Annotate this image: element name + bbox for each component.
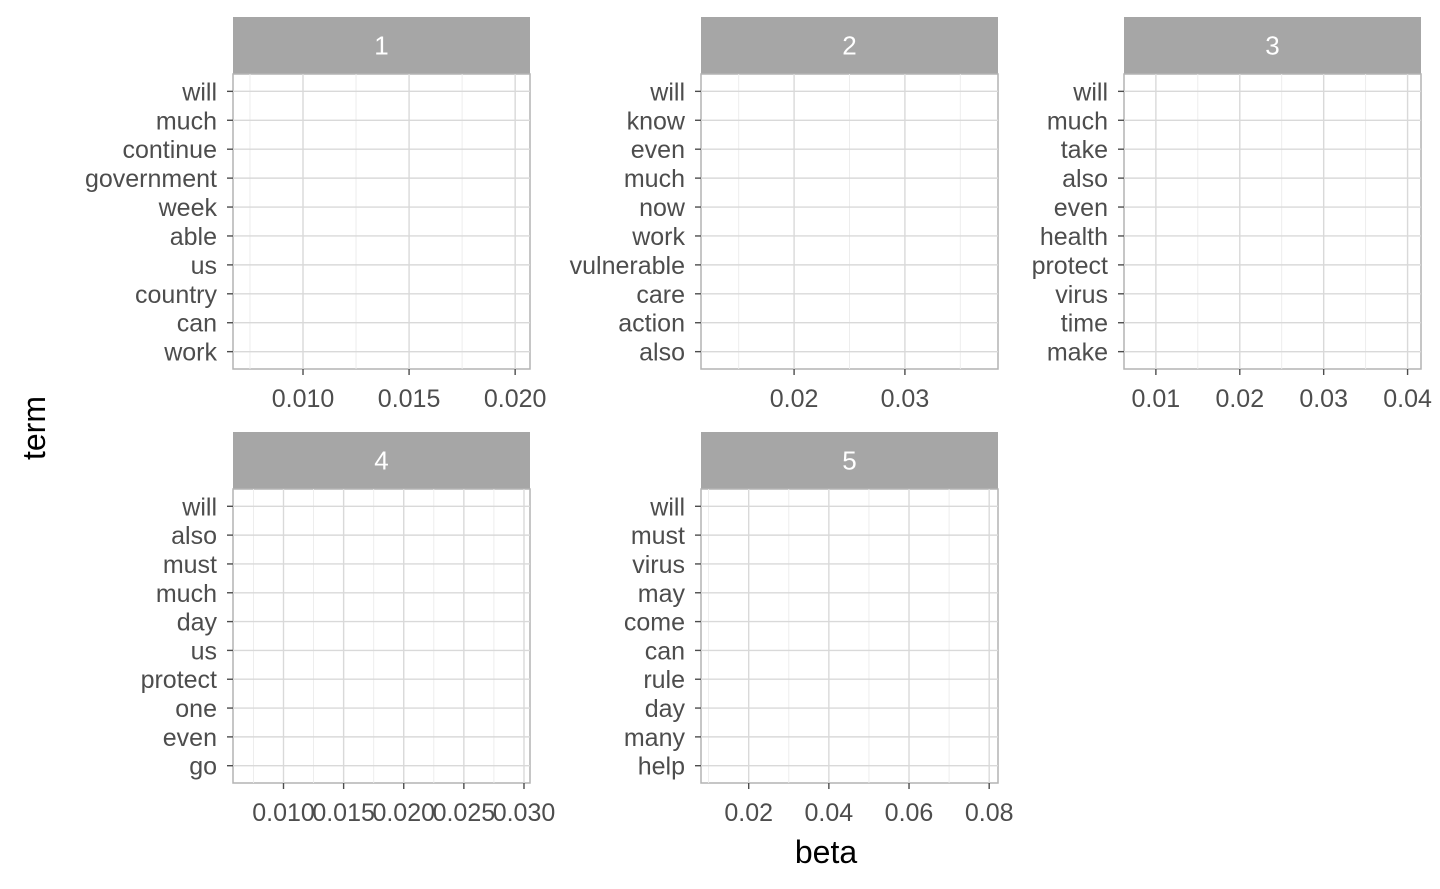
term-label: must: [631, 522, 685, 550]
term-label: much: [1047, 107, 1108, 135]
facet-strip-label: 3: [1265, 31, 1279, 61]
x-tick-label: 0.010: [272, 385, 335, 413]
panel-background: [1123, 73, 1422, 370]
facet-strip: [1124, 17, 1421, 74]
term-label: may: [638, 580, 686, 608]
term-label: must: [163, 551, 217, 579]
term-label: country: [135, 281, 217, 309]
term-label: protect: [141, 666, 217, 694]
term-label: virus: [632, 551, 685, 579]
facet-strip: [233, 17, 530, 74]
x-tick-label: 0.030: [493, 799, 556, 827]
x-tick-label: 0.03: [881, 385, 930, 413]
term-label: much: [156, 580, 217, 608]
term-label: also: [639, 339, 685, 367]
x-tick-label: 0.08: [965, 799, 1014, 827]
facet-strip-label: 4: [374, 446, 388, 476]
x-axis-title: beta: [795, 834, 857, 870]
term-label: will: [1072, 78, 1108, 106]
x-tick-label: 0.015: [378, 385, 441, 413]
term-label: even: [1054, 194, 1108, 222]
x-tick-label: 0.04: [1383, 385, 1432, 413]
panel-background: [232, 73, 531, 370]
y-axis-title: term: [16, 396, 52, 460]
facet-strip-label: 2: [842, 31, 856, 61]
term-label: us: [191, 252, 217, 280]
x-tick-label: 0.04: [805, 799, 854, 827]
x-tick-label: 0.025: [433, 799, 496, 827]
term-label: make: [1047, 339, 1108, 367]
term-label: care: [636, 281, 685, 309]
term-label: will: [181, 493, 217, 521]
x-tick-label: 0.020: [484, 385, 547, 413]
facet-panel-2: 2 0.02 0.03 willknowevenmuchnowworkvulnerab…: [570, 17, 999, 413]
facet-strip: [701, 432, 998, 489]
term-label: virus: [1055, 281, 1108, 309]
term-label: protect: [1032, 252, 1108, 280]
term-label: know: [627, 107, 686, 135]
term-label: time: [1061, 310, 1108, 338]
term-label: will: [649, 78, 685, 106]
term-label: come: [624, 609, 685, 637]
x-tick-label: 0.02: [770, 385, 819, 413]
term-label: work: [163, 339, 217, 367]
term-label: us: [191, 637, 217, 665]
facet-strip-label: 1: [374, 31, 388, 61]
term-label: even: [163, 724, 217, 752]
x-tick-label: 0.015: [312, 799, 375, 827]
term-label: much: [624, 165, 685, 193]
facet-panel-1: 1 0.010 0.015 0.020 willmuchcontinuegovernme…: [85, 17, 546, 413]
x-tick-label: 0.010: [252, 799, 315, 827]
x-tick-label: 0.020: [372, 799, 435, 827]
x-tick-label: 0.06: [885, 799, 934, 827]
x-tick-label: 0.02: [724, 799, 773, 827]
term-label: day: [177, 609, 218, 637]
x-tick-label: 0.01: [1132, 385, 1181, 413]
facet-strip: [701, 17, 998, 74]
term-label: rule: [643, 666, 685, 694]
term-label: help: [638, 753, 685, 781]
term-label: vulnerable: [570, 252, 685, 280]
term-label: action: [618, 310, 685, 338]
term-label: take: [1061, 136, 1108, 164]
term-label: also: [171, 522, 217, 550]
term-label: much: [156, 107, 217, 135]
term-label: go: [189, 753, 217, 781]
facet-panel-3: 3 0.01 0.02 0.03 0.04 willmuchtakealsoevenhea…: [1032, 17, 1432, 413]
facet-panels: 10.010 0.015 0.020willmuchcontinuegovernme…: [85, 17, 1432, 827]
term-label: will: [649, 493, 685, 521]
term-label: will: [181, 78, 217, 106]
term-label: week: [158, 194, 218, 222]
term-label: can: [645, 637, 685, 665]
term-label: one: [175, 695, 217, 723]
term-label: able: [170, 223, 217, 251]
term-label: many: [624, 724, 686, 752]
panel-background: [700, 488, 999, 784]
term-label: can: [177, 310, 217, 338]
facet-panel-5: 5 0.02 0.04 0.06 0.08 willmustvirusmaycomecan…: [624, 432, 1014, 827]
facet-strip: [233, 432, 530, 489]
term-label: also: [1062, 165, 1108, 193]
term-label: continue: [122, 136, 217, 164]
x-tick-label: 0.02: [1215, 385, 1264, 413]
term-label: government: [85, 165, 217, 193]
term-label: now: [639, 194, 686, 222]
panel-background: [232, 488, 531, 784]
x-tick-label: 0.03: [1299, 385, 1348, 413]
term-label: day: [645, 695, 686, 723]
facet-strip-label: 5: [842, 446, 856, 476]
term-label: even: [631, 136, 685, 164]
term-label: health: [1040, 223, 1108, 251]
term-label: work: [631, 223, 685, 251]
